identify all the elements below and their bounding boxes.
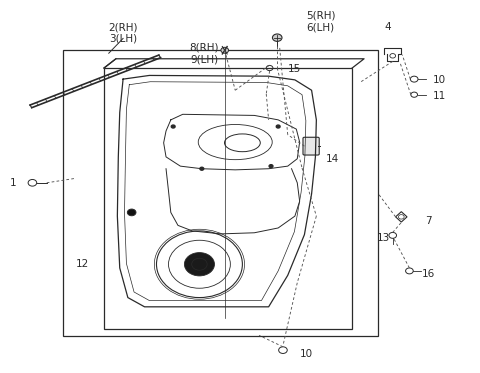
FancyBboxPatch shape	[303, 137, 319, 155]
Text: 10: 10	[300, 349, 313, 359]
Text: 12: 12	[76, 259, 89, 269]
Text: 15: 15	[288, 64, 301, 74]
Circle shape	[184, 253, 215, 276]
Text: 13: 13	[376, 233, 390, 243]
Bar	[63, 50, 378, 336]
Circle shape	[127, 209, 136, 216]
Text: 16: 16	[422, 269, 435, 279]
Text: 1: 1	[10, 178, 17, 188]
Circle shape	[200, 167, 204, 170]
Text: 4: 4	[384, 22, 391, 32]
Text: 5(RH)
6(LH): 5(RH) 6(LH)	[306, 11, 336, 32]
Circle shape	[171, 125, 175, 128]
Text: 8(RH)
9(LH): 8(RH) 9(LH)	[189, 43, 218, 64]
Text: 7: 7	[425, 216, 432, 226]
Circle shape	[276, 125, 280, 128]
Circle shape	[273, 34, 282, 41]
Circle shape	[269, 164, 273, 167]
Text: 14: 14	[326, 154, 339, 164]
Text: 10: 10	[433, 75, 446, 85]
Text: 11: 11	[433, 91, 446, 101]
Circle shape	[221, 47, 228, 53]
Text: 2(RH)
3(LH): 2(RH) 3(LH)	[108, 22, 138, 44]
